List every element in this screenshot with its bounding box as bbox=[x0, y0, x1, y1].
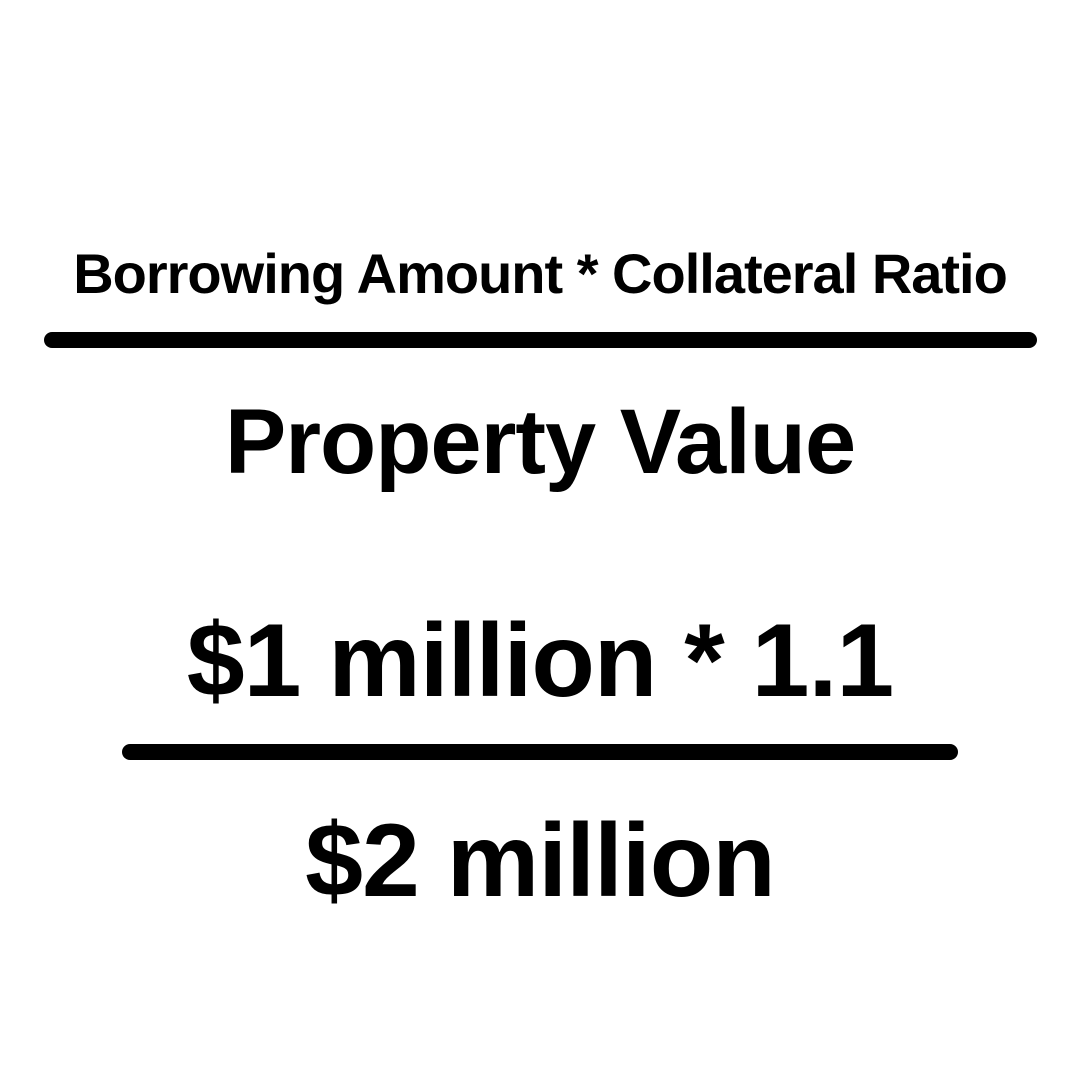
formula-fraction-bar bbox=[44, 332, 1037, 348]
example-numerator: $1 million * 1.1 bbox=[186, 603, 895, 719]
example-denominator: $2 million bbox=[305, 803, 776, 919]
formula-denominator: Property Value bbox=[224, 391, 856, 493]
example-fraction-bar bbox=[122, 744, 958, 760]
formula-numerator: Borrowing Amount * Collateral Ratio bbox=[73, 242, 1008, 305]
